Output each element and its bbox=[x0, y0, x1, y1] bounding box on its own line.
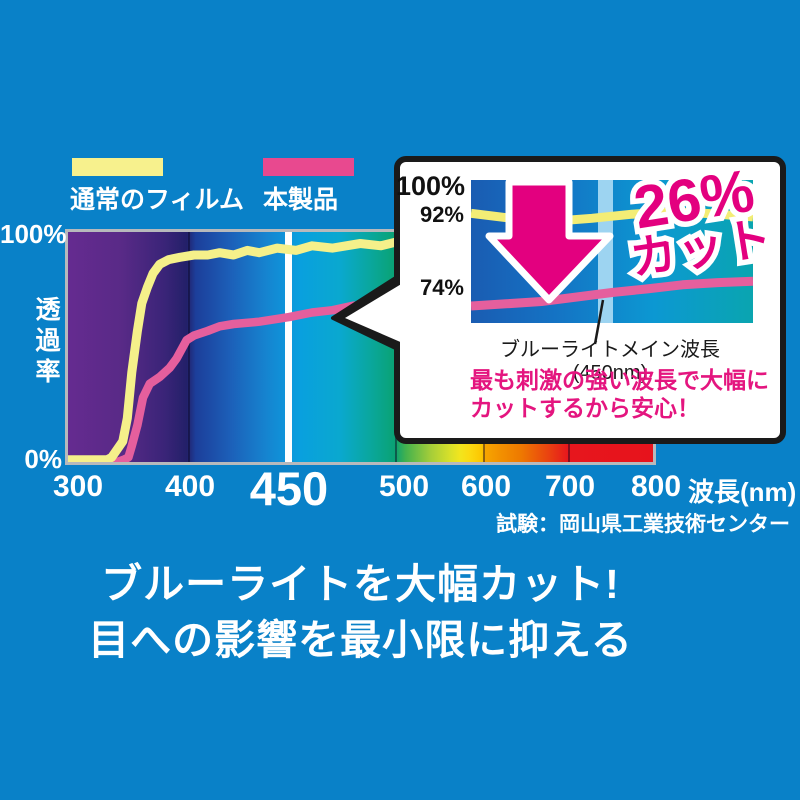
legend-swatch-normal-film bbox=[72, 158, 163, 176]
headline-line2: 目への影響を最小限に抑える bbox=[88, 617, 633, 663]
y-axis-label-100: 100% bbox=[0, 219, 67, 249]
legend-label-normal-film: 通常のフィルム bbox=[70, 186, 245, 214]
headline: ブルーライトを大幅カット! 目への影響を最小限に抑える bbox=[68, 556, 653, 668]
callout-emphasis-text: 最も刺激の強い波長で大幅に カットするから安心！ bbox=[470, 366, 769, 422]
x-tick-450: 450 bbox=[249, 462, 329, 515]
callout-emphasis-line2: カットするから安心！ bbox=[470, 395, 700, 421]
x-tick-600: 600 bbox=[460, 470, 512, 503]
gridline-400nm bbox=[188, 232, 190, 462]
cut-percentage-badge: 26% カット 26% カット bbox=[598, 151, 800, 323]
legend-swatch-product bbox=[263, 158, 354, 176]
x-tick-500: 500 bbox=[378, 470, 430, 503]
x-tick-700: 700 bbox=[544, 470, 596, 503]
callout-emphasis-line1: 最も刺激の強い波長で大幅に bbox=[470, 367, 769, 393]
x-tick-300: 300 bbox=[52, 470, 104, 503]
x-tick-800: 800 bbox=[630, 470, 682, 503]
headline-line1: ブルーライトを大幅カット! bbox=[101, 561, 620, 607]
x-tick-400: 400 bbox=[164, 470, 216, 503]
callout-label-74: 74% bbox=[419, 275, 464, 300]
test-credit-note: 試験：岡山県工業技術センター bbox=[496, 513, 790, 536]
callout-label-92: 92% bbox=[419, 202, 464, 227]
cut-badge-text: 26% カット bbox=[626, 156, 777, 285]
callout-wavelength-note: ブルーライトメイン波長 (450nm) bbox=[500, 339, 720, 384]
marker-line-450nm bbox=[285, 232, 292, 462]
x-axis-title: 波長(nm) bbox=[688, 477, 797, 507]
callout-label-100: 100% bbox=[396, 171, 466, 201]
y-axis-title: 透過率 bbox=[32, 296, 60, 389]
legend-label-product: 本製品 bbox=[263, 186, 339, 214]
curve-normal-film bbox=[68, 234, 653, 462]
y-axis-label-0: 0% bbox=[24, 444, 62, 474]
